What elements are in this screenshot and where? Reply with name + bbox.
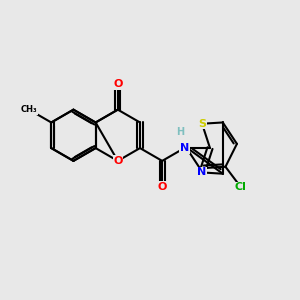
Text: CH₃: CH₃ bbox=[21, 105, 38, 114]
Text: S: S bbox=[198, 119, 206, 129]
Text: H: H bbox=[176, 128, 184, 137]
Text: N: N bbox=[180, 143, 189, 153]
Text: O: O bbox=[158, 182, 167, 191]
Text: O: O bbox=[113, 79, 122, 89]
Text: N: N bbox=[197, 167, 207, 177]
Text: Cl: Cl bbox=[235, 182, 247, 192]
Text: O: O bbox=[113, 156, 122, 166]
